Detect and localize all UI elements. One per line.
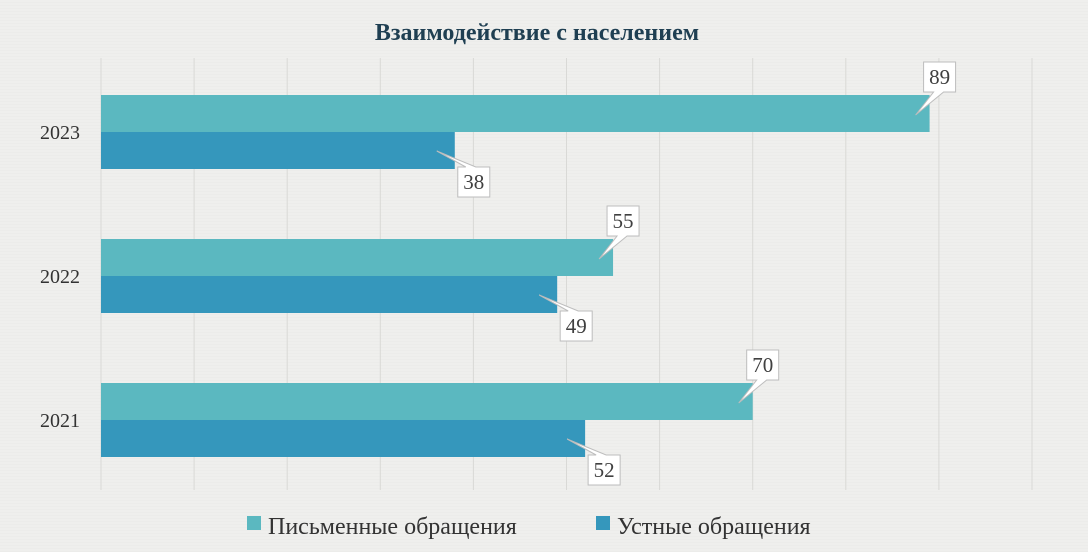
data-label-text: 38 bbox=[463, 170, 484, 194]
data-label-text: 55 bbox=[613, 209, 634, 233]
data-label-text: 52 bbox=[594, 458, 615, 482]
data-label: 49 bbox=[538, 294, 593, 342]
data-label-callout bbox=[598, 205, 640, 260]
legend-swatch bbox=[596, 516, 610, 530]
data-label-text: 70 bbox=[752, 353, 773, 377]
legend-label: Устные обращения bbox=[617, 514, 811, 540]
data-label: 89 bbox=[915, 61, 957, 116]
bar bbox=[101, 420, 586, 457]
data-label-text: 89 bbox=[929, 65, 950, 89]
bar bbox=[101, 95, 930, 132]
chart-title: Взаимодействие с населением bbox=[375, 20, 699, 46]
data-label: 52 bbox=[566, 438, 621, 486]
data-label-text: 49 bbox=[566, 314, 587, 338]
data-label-callout bbox=[915, 61, 957, 116]
data-label: 55 bbox=[598, 205, 640, 260]
legend-item: Устные обращения bbox=[596, 514, 811, 540]
legend-label: Письменные обращения bbox=[268, 514, 517, 540]
data-labels: 89 38 55 49 70 52 bbox=[436, 61, 957, 486]
bars bbox=[101, 95, 930, 457]
data-label: 70 bbox=[738, 349, 780, 404]
data-label-callout bbox=[738, 349, 780, 404]
legend: Письменные обращения Устные обращения bbox=[247, 514, 811, 540]
legend-swatch bbox=[247, 516, 261, 530]
bar bbox=[101, 383, 753, 420]
category-ticks: 2023 2022 2021 bbox=[40, 122, 80, 432]
data-label: 38 bbox=[436, 150, 491, 198]
legend-item: Письменные обращения bbox=[247, 514, 517, 540]
data-label-callout bbox=[436, 150, 491, 198]
category-tick-label: 2022 bbox=[40, 266, 80, 288]
bar bbox=[101, 239, 614, 276]
data-label-callout bbox=[566, 438, 621, 486]
category-tick-label: 2023 bbox=[40, 122, 80, 144]
bar bbox=[101, 276, 558, 313]
data-label-callout bbox=[538, 294, 593, 342]
category-tick-label: 2021 bbox=[40, 410, 80, 432]
bar bbox=[101, 132, 455, 169]
